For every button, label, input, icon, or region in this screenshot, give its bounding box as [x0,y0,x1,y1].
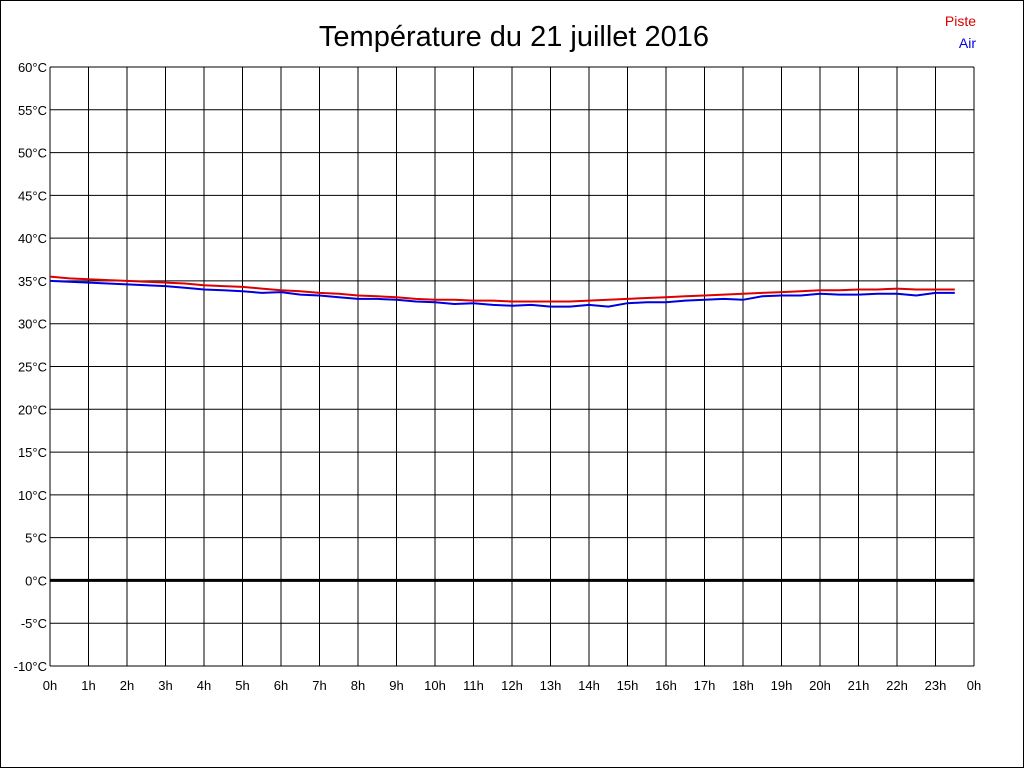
y-tick-label: 30°C [18,317,47,332]
y-tick-label: 55°C [18,103,47,118]
x-tick-label: 9h [389,678,403,693]
x-tick-label: 20h [809,678,831,693]
chart-legend: Piste Air [945,13,976,51]
x-tick-label: 14h [578,678,600,693]
y-tick-label: 45°C [18,188,47,203]
x-tick-label: 21h [848,678,870,693]
x-tick-label: 6h [274,678,288,693]
series-layer [49,275,955,308]
y-tick-label: 20°C [18,402,47,417]
y-tick-label: 5°C [25,531,47,546]
y-tick-label: 15°C [18,445,47,460]
x-axis-ticks: 0h 1h 2h 3h 4h 5h 6h 7h 8h 9h 10h 11h 12h 13h 14h 15h 16… [43,678,981,693]
y-tick-label: -5°C [21,616,47,631]
y-axis-ticks: 60°C 55°C 50°C 45°C 40°C 35°C 30°C 25°C 20°C 15°C… [14,60,47,674]
y-tick-label: 50°C [18,146,47,161]
x-tick-label: 23h [925,678,947,693]
x-tick-label: 18h [732,678,754,693]
chart-grid [49,66,975,667]
x-tick-label: 1h [81,678,95,693]
legend-item-air: Air [959,35,976,51]
x-tick-label: 5h [235,678,249,693]
y-tick-label: 35°C [18,274,47,289]
y-tick-label: 10°C [18,488,47,503]
x-tick-label: 0h [967,678,981,693]
x-tick-label: 13h [540,678,562,693]
x-tick-label: 22h [886,678,908,693]
x-tick-label: 7h [312,678,326,693]
x-tick-label: 4h [197,678,211,693]
series-line-air [49,279,955,308]
x-tick-label: 17h [694,678,716,693]
y-tick-label: 0°C [25,573,47,588]
chart-title: Température du 21 juillet 2016 [319,21,709,53]
x-tick-label: 11h [463,678,484,693]
legend-item-piste: Piste [945,13,976,29]
x-tick-label: 10h [424,678,446,693]
x-tick-label: 3h [158,678,172,693]
x-tick-label: 12h [501,678,523,693]
y-tick-label: 40°C [18,231,47,246]
x-tick-label: 19h [771,678,793,693]
y-tick-label: 60°C [18,60,47,75]
x-tick-label: 8h [351,678,365,693]
x-tick-label: 15h [617,678,639,693]
x-tick-label: 0h [43,678,57,693]
y-tick-label: 25°C [18,360,47,375]
y-tick-label: -10°C [14,659,47,674]
x-tick-label: 2h [120,678,134,693]
x-tick-label: 16h [655,678,677,693]
series-line-piste [49,275,955,303]
